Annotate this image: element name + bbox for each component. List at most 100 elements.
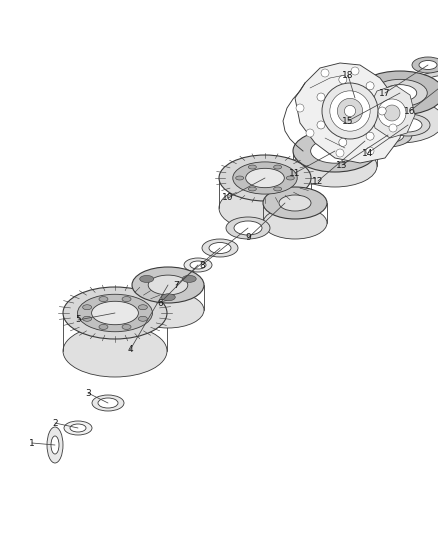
Ellipse shape: [386, 114, 430, 136]
Ellipse shape: [184, 258, 212, 272]
Ellipse shape: [83, 305, 92, 310]
Text: 8: 8: [199, 261, 205, 270]
Ellipse shape: [383, 85, 417, 101]
Ellipse shape: [132, 267, 204, 303]
Ellipse shape: [378, 99, 406, 127]
Ellipse shape: [419, 61, 437, 69]
Ellipse shape: [412, 57, 438, 73]
Text: 1: 1: [29, 439, 35, 448]
Ellipse shape: [339, 128, 391, 154]
Ellipse shape: [78, 294, 152, 332]
Ellipse shape: [182, 276, 196, 282]
Ellipse shape: [373, 79, 427, 107]
Ellipse shape: [322, 83, 378, 139]
Text: 9: 9: [245, 233, 251, 243]
Ellipse shape: [311, 139, 359, 163]
Ellipse shape: [64, 421, 92, 435]
Text: 18: 18: [342, 70, 354, 79]
Ellipse shape: [366, 82, 374, 90]
Ellipse shape: [92, 395, 124, 411]
Ellipse shape: [47, 427, 63, 463]
Ellipse shape: [98, 398, 118, 408]
Text: 10: 10: [222, 193, 234, 203]
Ellipse shape: [274, 165, 282, 169]
Text: 11: 11: [289, 168, 301, 177]
Ellipse shape: [226, 217, 270, 239]
Text: 15: 15: [342, 117, 354, 125]
Ellipse shape: [372, 127, 404, 143]
Polygon shape: [370, 85, 415, 138]
Ellipse shape: [219, 155, 311, 201]
Ellipse shape: [246, 168, 284, 188]
Ellipse shape: [148, 275, 188, 295]
Text: 12: 12: [312, 176, 324, 185]
Text: 5: 5: [75, 316, 81, 325]
Ellipse shape: [263, 187, 327, 219]
Polygon shape: [295, 63, 403, 163]
Ellipse shape: [424, 76, 438, 94]
Ellipse shape: [233, 162, 297, 194]
Ellipse shape: [138, 305, 147, 310]
Ellipse shape: [190, 261, 206, 269]
Ellipse shape: [339, 76, 347, 84]
Ellipse shape: [122, 296, 131, 302]
Ellipse shape: [92, 301, 138, 325]
Ellipse shape: [236, 176, 244, 180]
Ellipse shape: [336, 149, 344, 157]
Ellipse shape: [337, 99, 363, 124]
Text: 2: 2: [52, 418, 58, 427]
Ellipse shape: [51, 436, 59, 454]
Ellipse shape: [293, 145, 377, 187]
Ellipse shape: [219, 185, 311, 231]
Ellipse shape: [209, 243, 231, 254]
Text: 16: 16: [404, 107, 416, 116]
Ellipse shape: [366, 147, 374, 155]
Ellipse shape: [122, 325, 131, 329]
Text: 7: 7: [173, 280, 179, 289]
Ellipse shape: [293, 130, 377, 172]
Text: 4: 4: [127, 345, 133, 354]
Ellipse shape: [138, 316, 147, 321]
Ellipse shape: [356, 71, 438, 115]
Ellipse shape: [132, 292, 204, 328]
Text: 6: 6: [157, 298, 163, 308]
Ellipse shape: [83, 316, 92, 321]
Ellipse shape: [351, 67, 359, 75]
Ellipse shape: [347, 132, 383, 150]
Ellipse shape: [344, 106, 356, 117]
Text: 3: 3: [85, 389, 91, 398]
Text: 13: 13: [336, 160, 348, 169]
Ellipse shape: [330, 91, 370, 131]
Ellipse shape: [384, 105, 400, 121]
Ellipse shape: [248, 165, 256, 169]
Ellipse shape: [263, 207, 327, 239]
Ellipse shape: [70, 424, 86, 432]
Text: 14: 14: [362, 149, 374, 157]
Ellipse shape: [140, 276, 154, 282]
Ellipse shape: [356, 99, 438, 143]
Ellipse shape: [339, 139, 347, 147]
Ellipse shape: [364, 123, 412, 147]
Ellipse shape: [99, 325, 108, 329]
Ellipse shape: [202, 239, 238, 257]
Ellipse shape: [234, 221, 262, 235]
Ellipse shape: [161, 294, 175, 301]
Ellipse shape: [248, 187, 256, 191]
Ellipse shape: [279, 195, 311, 211]
Ellipse shape: [415, 71, 438, 99]
Ellipse shape: [306, 129, 314, 137]
Ellipse shape: [366, 132, 374, 140]
Ellipse shape: [63, 325, 167, 377]
Ellipse shape: [317, 121, 325, 129]
Ellipse shape: [321, 69, 329, 77]
Ellipse shape: [317, 93, 325, 101]
Ellipse shape: [389, 124, 397, 132]
Ellipse shape: [378, 107, 386, 115]
Text: 17: 17: [379, 88, 391, 98]
Ellipse shape: [286, 176, 294, 180]
Ellipse shape: [394, 118, 422, 132]
Ellipse shape: [63, 287, 167, 339]
Ellipse shape: [296, 104, 304, 112]
Ellipse shape: [99, 296, 108, 302]
Ellipse shape: [274, 187, 282, 191]
